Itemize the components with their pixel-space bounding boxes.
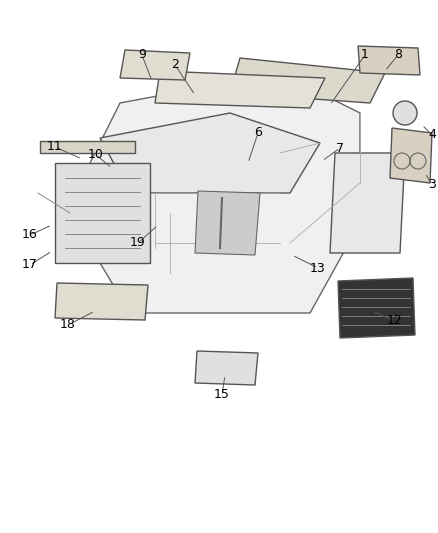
- Text: 6: 6: [254, 126, 262, 140]
- Text: 17: 17: [22, 259, 38, 271]
- Polygon shape: [55, 163, 150, 263]
- Text: 11: 11: [47, 141, 63, 154]
- Text: 15: 15: [214, 389, 230, 401]
- Text: 4: 4: [428, 128, 436, 141]
- Polygon shape: [390, 128, 432, 183]
- Text: 19: 19: [130, 237, 146, 249]
- Polygon shape: [120, 50, 190, 80]
- Text: 13: 13: [310, 262, 326, 274]
- Text: 1: 1: [361, 49, 369, 61]
- Polygon shape: [230, 58, 385, 103]
- Polygon shape: [80, 73, 360, 313]
- Polygon shape: [195, 351, 258, 385]
- Polygon shape: [55, 283, 148, 320]
- Polygon shape: [40, 141, 135, 153]
- Text: 10: 10: [88, 149, 104, 161]
- Polygon shape: [358, 46, 420, 75]
- Polygon shape: [100, 113, 320, 193]
- Text: 3: 3: [428, 179, 436, 191]
- Text: 8: 8: [394, 49, 402, 61]
- Text: 16: 16: [22, 229, 38, 241]
- Polygon shape: [338, 278, 415, 338]
- Polygon shape: [155, 71, 325, 108]
- Text: 18: 18: [60, 319, 76, 332]
- Text: 7: 7: [336, 141, 344, 155]
- Text: 2: 2: [171, 59, 179, 71]
- Text: 9: 9: [138, 49, 146, 61]
- Polygon shape: [330, 153, 405, 253]
- Text: 12: 12: [387, 314, 403, 327]
- Circle shape: [393, 101, 417, 125]
- Polygon shape: [195, 191, 260, 255]
